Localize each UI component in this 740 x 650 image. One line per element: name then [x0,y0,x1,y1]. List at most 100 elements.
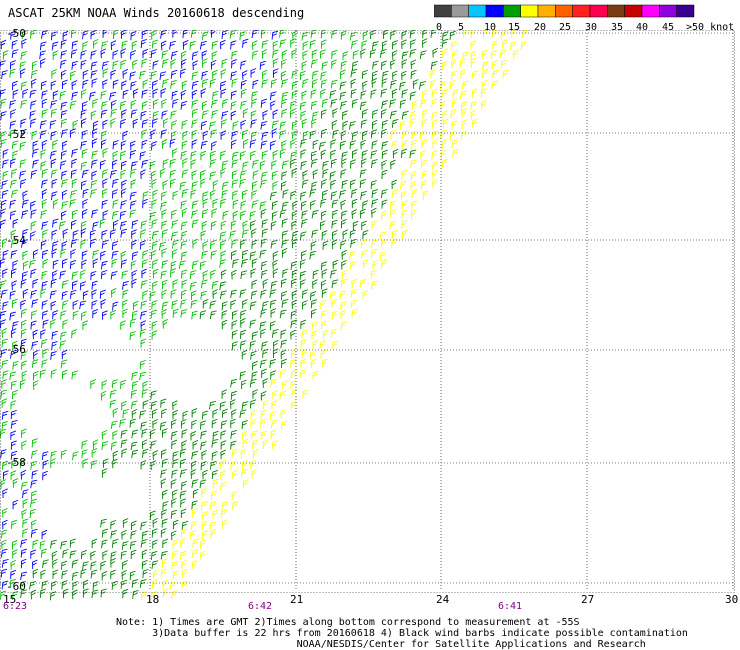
wind-barb [182,410,189,421]
wind-barb [201,50,208,60]
wind-barb [190,189,197,199]
wind-barb [110,271,118,280]
wind-barb [109,169,117,179]
wind-barb [251,258,258,268]
wind-barb [272,250,279,261]
wind-barb [101,61,109,70]
wind-barb [122,299,128,310]
wind-barb [161,301,169,311]
wind-barb [340,60,347,70]
wind-barb [150,550,158,560]
wind-barb [251,91,258,100]
wind-barb [100,139,107,149]
wind-barb [61,241,68,251]
wind-barb [142,249,149,260]
wind-barb [49,591,57,601]
wind-barb [62,228,69,239]
wind-barb [219,401,226,411]
wind-barb [421,89,428,100]
wind-barb [150,591,157,601]
wind-barb [280,278,287,288]
wind-barb [360,48,366,59]
wind-barb [32,559,38,570]
wind-barb [82,79,89,89]
wind-barb [190,521,198,531]
wind-barb [521,30,529,38]
wind-barb [0,428,7,438]
wind-barb [352,60,359,71]
wind-barb [310,200,316,210]
wind-barb [0,389,7,399]
wind-barb [11,189,18,199]
wind-barb [320,49,326,59]
wind-barb [232,199,239,209]
wind-barb [291,90,298,100]
colorbar-label: >50 knots [686,22,734,33]
wind-barb [181,188,189,198]
wind-barb [350,299,358,309]
wind-barb [10,239,18,249]
wind-barb [122,518,129,528]
wind-barb [261,341,268,351]
wind-barb [282,268,289,278]
wind-barb [231,130,238,140]
wind-barb [212,408,219,419]
wind-barb [152,99,159,109]
wind-barb [211,51,218,61]
wind-barb [221,310,228,320]
wind-barb [149,160,156,170]
wind-barb [260,208,267,219]
wind-barb [10,440,17,450]
wind-barb [19,170,26,180]
wind-barb [41,300,48,310]
wind-barb [71,40,78,50]
wind-barb [310,291,317,301]
wind-barb [220,88,227,99]
wind-barb [270,100,276,111]
wind-barb [272,268,279,279]
wind-barb [241,129,248,140]
wind-barb [191,210,198,219]
wind-barb [411,209,417,219]
wind-barb [221,389,228,399]
wind-barb [291,49,297,59]
wind-barb [272,68,279,78]
wind-barb [351,198,358,209]
wind-barb [270,220,277,231]
wind-barb [181,230,188,241]
wind-barb [420,180,428,190]
wind-barb [221,181,229,191]
wind-barb [102,550,108,560]
wind-barb [410,159,418,169]
wind-barb [260,409,267,420]
wind-barb [431,111,438,121]
wind-barb [179,458,187,468]
wind-barb [332,209,339,219]
wind-barb [50,158,57,169]
wind-barb [0,568,8,578]
wind-barb [140,460,147,470]
wind-barb [71,559,79,569]
wind-barb [20,351,28,360]
wind-barb [312,169,319,179]
wind-barb [131,229,137,239]
wind-barb [200,178,206,188]
wind-barb [152,189,159,200]
wind-barb [60,359,68,369]
wind-barb [90,61,98,71]
wind-barb [340,130,347,141]
wind-barb [202,240,209,251]
wind-barb [361,109,368,119]
wind-barb [81,220,87,231]
wind-barb [231,490,238,501]
wind-barb [172,539,178,549]
wind-barb [172,400,178,411]
wind-barb [492,69,499,79]
wind-barb [159,71,167,81]
wind-barb [362,259,369,269]
wind-barb [58,221,66,230]
wind-barb [281,358,287,369]
wind-barb [100,250,106,261]
wind-barb [300,279,306,289]
wind-barb [381,100,389,109]
